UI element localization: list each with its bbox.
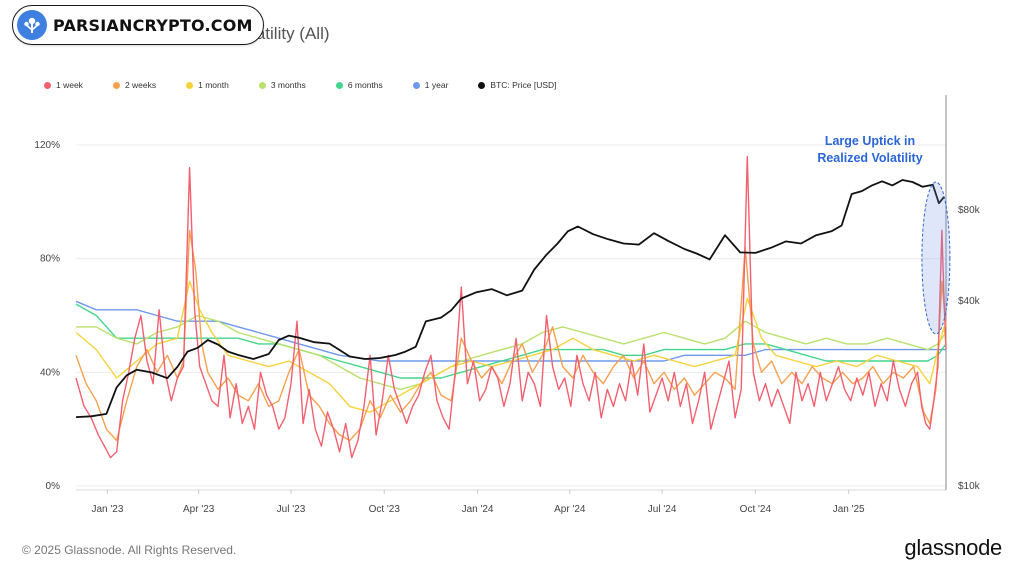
- y-tick-right: $80k: [958, 205, 981, 216]
- legend-label: BTC: Price [USD]: [490, 80, 557, 90]
- copyright-text: © 2025 Glassnode. All Rights Reserved.: [22, 543, 237, 557]
- annotation: Large Uptick in Realized Volatility: [817, 134, 951, 335]
- legend-item-m6[interactable]: 6 months: [335, 80, 383, 90]
- y-tick-left: 80%: [40, 254, 60, 265]
- legend-item-w1[interactable]: 1 week: [44, 80, 83, 90]
- chart-legend: 1 week 2 weeks 1 month 3 months 6 months 1 ye…: [44, 80, 587, 90]
- series-line-y1: [75, 300, 946, 362]
- series-line-price: [75, 179, 945, 418]
- x-tick-label: Jul '23: [277, 504, 306, 515]
- series-line-w1: [75, 155, 947, 459]
- badge-text: PARSIANCRYPTO.COM: [53, 15, 253, 35]
- x-tick-label: Jan '25: [833, 504, 865, 515]
- x-axis-ticks: Jan '23 Apr '23 Jul '23 Oct '23 Jan '24 Apr '…: [91, 490, 865, 515]
- legend-dot-icon: [335, 81, 343, 89]
- y-tick-right: $40k: [958, 296, 981, 307]
- x-tick-label: Jul '24: [648, 504, 677, 515]
- x-tick-label: Jan '24: [462, 504, 494, 515]
- x-tick-label: Apr '24: [554, 504, 586, 515]
- series-lines: [75, 155, 947, 459]
- legend-item-price[interactable]: BTC: Price [USD]: [478, 80, 557, 90]
- legend-label: 3 months: [270, 80, 306, 90]
- series-line-w2: [75, 229, 947, 442]
- y-tick-left: 40%: [40, 367, 60, 378]
- legend-label: 1 week: [56, 80, 83, 90]
- watermark-badge: PARSIANCRYPTO.COM: [12, 5, 264, 45]
- series-line-m6: [75, 303, 947, 379]
- annotation-line-2: Realized Volatility: [817, 151, 922, 165]
- legend-dot-icon: [412, 81, 420, 89]
- x-tick-label: Oct '23: [369, 504, 401, 515]
- legend-label: 1 year: [424, 80, 449, 90]
- y-tick-right: $10k: [958, 481, 981, 492]
- x-tick-label: Oct '24: [740, 504, 772, 515]
- legend-dot-icon: [186, 81, 194, 89]
- x-tick-label: Apr '23: [183, 504, 215, 515]
- annotation-ellipse: [921, 181, 951, 335]
- tree-logo-icon: [17, 10, 47, 40]
- legend-item-y1[interactable]: 1 year: [412, 80, 449, 90]
- legend-label: 6 months: [347, 80, 383, 90]
- legend-label: 2 weeks: [124, 80, 157, 90]
- series-line-m1: [75, 280, 947, 413]
- legend-dot-icon: [112, 81, 120, 89]
- legend-dot-icon: [478, 81, 486, 89]
- legend-item-w2[interactable]: 2 weeks: [112, 80, 157, 90]
- y-tick-left: 0%: [46, 481, 61, 492]
- y-axis-ticks: 120% 80% 40% 0% $80k $40k $10k: [34, 140, 980, 492]
- brand-logo: glassnode: [904, 535, 1002, 560]
- grid-lines: [76, 95, 947, 491]
- legend-label: 1 month: [198, 80, 229, 90]
- annotation-line-1: Large Uptick in: [825, 134, 915, 148]
- x-tick-label: Jan '23: [91, 504, 123, 515]
- legend-item-m3[interactable]: 3 months: [258, 80, 306, 90]
- legend-dot-icon: [44, 81, 51, 89]
- legend-dot-icon: [258, 81, 266, 89]
- legend-item-m1[interactable]: 1 month: [186, 80, 229, 90]
- y-tick-left: 120%: [34, 140, 60, 151]
